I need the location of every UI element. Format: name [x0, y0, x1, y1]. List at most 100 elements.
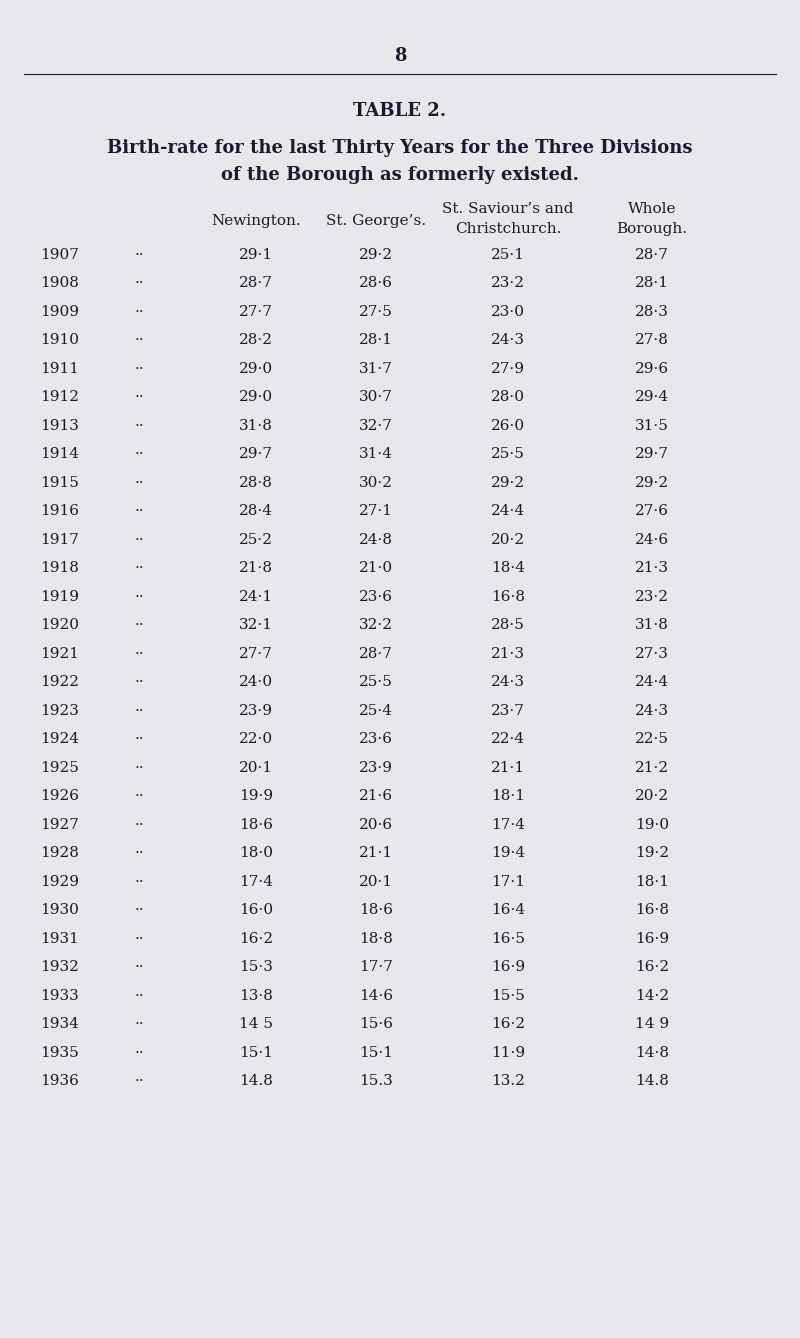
Text: 1933: 1933 — [41, 989, 79, 1002]
Text: 19·0: 19·0 — [635, 818, 669, 831]
Text: 1916: 1916 — [41, 504, 79, 518]
Text: 29·2: 29·2 — [491, 475, 525, 490]
Text: ··: ·· — [135, 533, 145, 546]
Text: 28·2: 28·2 — [239, 333, 273, 347]
Text: 14 5: 14 5 — [239, 1017, 273, 1032]
Text: 1918: 1918 — [41, 561, 79, 575]
Text: 1928: 1928 — [41, 846, 79, 860]
Text: 18·4: 18·4 — [491, 561, 525, 575]
Text: 1930: 1930 — [41, 903, 79, 917]
Text: 16·5: 16·5 — [491, 931, 525, 946]
Text: 18·1: 18·1 — [635, 875, 669, 888]
Text: ··: ·· — [135, 818, 145, 831]
Text: 31·5: 31·5 — [635, 419, 669, 432]
Text: 1910: 1910 — [41, 333, 79, 347]
Text: 18·6: 18·6 — [239, 818, 273, 831]
Text: 19·2: 19·2 — [635, 846, 669, 860]
Text: ··: ·· — [135, 1017, 145, 1032]
Text: 15·6: 15·6 — [359, 1017, 393, 1032]
Text: 21·8: 21·8 — [239, 561, 273, 575]
Text: 28·0: 28·0 — [491, 391, 525, 404]
Text: Newington.: Newington. — [211, 214, 301, 227]
Text: 23·2: 23·2 — [491, 276, 525, 290]
Text: 28·1: 28·1 — [635, 276, 669, 290]
Text: 29·4: 29·4 — [635, 391, 669, 404]
Text: 14·8: 14·8 — [635, 1045, 669, 1060]
Text: 14.8: 14.8 — [239, 1074, 273, 1088]
Text: 18·0: 18·0 — [239, 846, 273, 860]
Text: 25·5: 25·5 — [491, 447, 525, 462]
Text: 25·4: 25·4 — [359, 704, 393, 717]
Text: 28·3: 28·3 — [635, 305, 669, 318]
Text: 31·4: 31·4 — [359, 447, 393, 462]
Text: 15·5: 15·5 — [491, 989, 525, 1002]
Text: 20·2: 20·2 — [635, 789, 669, 803]
Text: 25·1: 25·1 — [491, 248, 525, 261]
Text: 23·9: 23·9 — [239, 704, 273, 717]
Text: 28·8: 28·8 — [239, 475, 273, 490]
Text: 16·9: 16·9 — [635, 931, 669, 946]
Text: 18·1: 18·1 — [491, 789, 525, 803]
Text: 1909: 1909 — [41, 305, 79, 318]
Text: 20·6: 20·6 — [359, 818, 393, 831]
Text: ··: ·· — [135, 248, 145, 261]
Text: 16·2: 16·2 — [635, 961, 669, 974]
Text: 24·4: 24·4 — [491, 504, 525, 518]
Text: 28·4: 28·4 — [239, 504, 273, 518]
Text: 17·4: 17·4 — [239, 875, 273, 888]
Text: 24·4: 24·4 — [635, 676, 669, 689]
Text: 28·1: 28·1 — [359, 333, 393, 347]
Text: 28·7: 28·7 — [359, 646, 393, 661]
Text: 29·1: 29·1 — [239, 248, 273, 261]
Text: 23·9: 23·9 — [359, 760, 393, 775]
Text: 1926: 1926 — [41, 789, 79, 803]
Text: 29·7: 29·7 — [635, 447, 669, 462]
Text: ··: ·· — [135, 391, 145, 404]
Text: 31·8: 31·8 — [635, 618, 669, 632]
Text: 1920: 1920 — [41, 618, 79, 632]
Text: 1925: 1925 — [41, 760, 79, 775]
Text: 1913: 1913 — [41, 419, 79, 432]
Text: ··: ·· — [135, 903, 145, 917]
Text: 1935: 1935 — [41, 1045, 79, 1060]
Text: 32·2: 32·2 — [359, 618, 393, 632]
Text: 1923: 1923 — [41, 704, 79, 717]
Text: 19·4: 19·4 — [491, 846, 525, 860]
Text: 20·2: 20·2 — [491, 533, 525, 546]
Text: 1931: 1931 — [41, 931, 79, 946]
Text: 1922: 1922 — [41, 676, 79, 689]
Text: 27·8: 27·8 — [635, 333, 669, 347]
Text: 32·1: 32·1 — [239, 618, 273, 632]
Text: ··: ·· — [135, 618, 145, 632]
Text: Borough.: Borough. — [617, 222, 687, 235]
Text: 1919: 1919 — [41, 590, 79, 603]
Text: 27·9: 27·9 — [491, 361, 525, 376]
Text: 16·4: 16·4 — [491, 903, 525, 917]
Text: ··: ·· — [135, 447, 145, 462]
Text: 30·7: 30·7 — [359, 391, 393, 404]
Text: 24·3: 24·3 — [491, 333, 525, 347]
Text: ··: ·· — [135, 961, 145, 974]
Text: 1907: 1907 — [41, 248, 79, 261]
Text: Christchurch.: Christchurch. — [455, 222, 561, 235]
Text: 24·1: 24·1 — [239, 590, 273, 603]
Text: 16·8: 16·8 — [635, 903, 669, 917]
Text: Birth-rate for the last Thirty Years for the Three Divisions: Birth-rate for the last Thirty Years for… — [107, 139, 693, 157]
Text: 29·2: 29·2 — [359, 248, 393, 261]
Text: 1927: 1927 — [41, 818, 79, 831]
Text: 16·0: 16·0 — [239, 903, 273, 917]
Text: 17·4: 17·4 — [491, 818, 525, 831]
Text: 28·7: 28·7 — [239, 276, 273, 290]
Text: ··: ·· — [135, 561, 145, 575]
Text: 1932: 1932 — [41, 961, 79, 974]
Text: ··: ·· — [135, 676, 145, 689]
Text: 1911: 1911 — [41, 361, 79, 376]
Text: 1908: 1908 — [41, 276, 79, 290]
Text: 29·0: 29·0 — [239, 391, 273, 404]
Text: 19·9: 19·9 — [239, 789, 273, 803]
Text: ··: ·· — [135, 305, 145, 318]
Text: 1936: 1936 — [41, 1074, 79, 1088]
Text: 20·1: 20·1 — [239, 760, 273, 775]
Text: 13.2: 13.2 — [491, 1074, 525, 1088]
Text: 14·2: 14·2 — [635, 989, 669, 1002]
